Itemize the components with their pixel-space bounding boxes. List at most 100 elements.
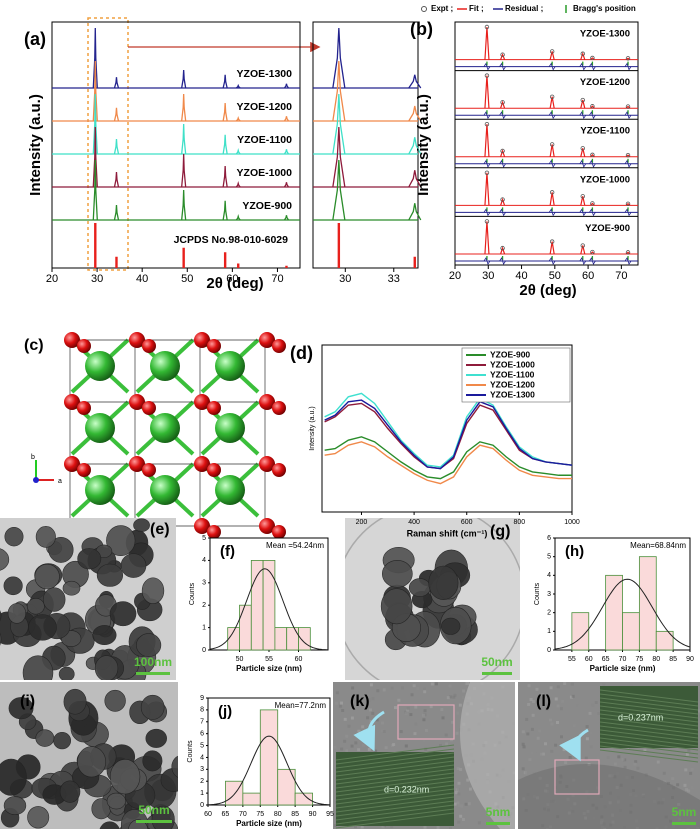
particle xyxy=(109,601,137,627)
y-tick-label: 2 xyxy=(200,778,204,785)
residual-wiggle xyxy=(579,208,587,217)
x-tick-label: 33 xyxy=(388,273,400,285)
expt-point xyxy=(484,170,490,175)
lattice-fringe xyxy=(335,764,455,781)
texture xyxy=(464,682,468,686)
texture xyxy=(556,720,560,724)
particle xyxy=(35,729,55,747)
texture xyxy=(397,738,401,742)
texture xyxy=(697,709,700,713)
series-label: YZOE-1000 xyxy=(237,167,293,179)
texture xyxy=(444,733,448,737)
texture xyxy=(617,755,621,759)
peak xyxy=(92,27,98,89)
mean-annotation: Mean =54.24nm xyxy=(266,541,324,550)
histogram-bar xyxy=(239,604,252,651)
texture xyxy=(338,704,342,708)
y-tick-label: 6 xyxy=(200,731,204,738)
x-tick-label: 95 xyxy=(326,811,334,818)
texture xyxy=(414,722,418,726)
raman-line xyxy=(324,399,573,470)
texture xyxy=(533,752,537,756)
texture xyxy=(367,747,371,751)
particle xyxy=(35,526,56,548)
x-axis-label: 2θ (deg) xyxy=(519,282,576,299)
fit-peak xyxy=(549,241,555,255)
texture xyxy=(392,743,396,747)
expt-point xyxy=(580,243,585,248)
texture xyxy=(461,817,465,821)
residual-wiggle xyxy=(624,208,632,217)
scale-label: 100nm xyxy=(134,655,172,669)
x-tick-label: 600 xyxy=(461,519,473,526)
texture xyxy=(687,789,691,793)
scale-bar xyxy=(136,672,170,675)
texture xyxy=(410,693,414,697)
texture xyxy=(524,771,528,775)
x-tick-label: 40 xyxy=(136,273,148,285)
expt-point xyxy=(625,152,631,158)
lattice-fringe xyxy=(599,749,699,763)
texture xyxy=(351,686,355,690)
residual-wiggle xyxy=(589,62,596,71)
texture xyxy=(448,684,452,688)
peak xyxy=(332,126,346,188)
lattice-fringe xyxy=(599,717,699,731)
particle xyxy=(28,614,57,641)
peak xyxy=(408,105,422,122)
texture xyxy=(623,758,627,762)
y-tick-label: 1 xyxy=(202,624,206,631)
series-label: YZOE-900 xyxy=(585,223,630,234)
y-tick-label: 7 xyxy=(200,719,204,726)
texture xyxy=(559,735,563,739)
texture xyxy=(358,719,362,723)
texture xyxy=(371,697,375,701)
lattice-fringe xyxy=(335,772,455,789)
fit-peak xyxy=(580,196,586,206)
x-tick-label: 75 xyxy=(256,811,264,818)
fit-peak xyxy=(500,197,506,206)
texture xyxy=(445,742,449,746)
scale-bar xyxy=(672,822,696,825)
crystal-structure xyxy=(64,332,286,539)
texture xyxy=(356,733,360,737)
particle xyxy=(109,759,141,795)
expt-point xyxy=(625,250,631,255)
residual-wiggle xyxy=(483,159,491,168)
y-tick-label: 8 xyxy=(200,707,204,714)
x-tick-label: 20 xyxy=(449,270,461,282)
texture xyxy=(556,692,560,696)
peak xyxy=(235,115,241,122)
fit-peak xyxy=(484,26,490,60)
texture xyxy=(619,749,623,753)
y-tick-label: 1 xyxy=(547,628,551,635)
lattice-fringe xyxy=(335,788,455,805)
texture xyxy=(438,743,442,747)
histogram-bar xyxy=(242,792,261,806)
oxygen xyxy=(272,463,286,477)
peak xyxy=(332,93,346,155)
legend-marker xyxy=(421,6,427,12)
cation xyxy=(215,351,245,381)
particle xyxy=(441,617,461,635)
series-label: YZOE-1300 xyxy=(237,68,293,80)
scale-bar xyxy=(486,822,510,825)
texture xyxy=(529,698,533,702)
texture xyxy=(446,696,450,700)
x-tick-label: 20 xyxy=(46,273,58,285)
y-axis-label: Intensity (a.u.) xyxy=(27,94,44,196)
peak xyxy=(113,138,120,155)
oxygen xyxy=(259,332,275,348)
histogram-bar xyxy=(274,627,288,651)
histogram-bar xyxy=(605,574,623,651)
particle xyxy=(142,750,163,772)
histogram-bar xyxy=(298,627,311,651)
axis-label: a xyxy=(58,478,62,485)
texture xyxy=(530,751,534,755)
expt-point xyxy=(549,190,555,195)
y-tick-label: 4 xyxy=(202,557,206,564)
cation xyxy=(215,413,245,443)
particle xyxy=(4,527,24,547)
roi xyxy=(397,704,455,740)
particle xyxy=(428,565,459,600)
